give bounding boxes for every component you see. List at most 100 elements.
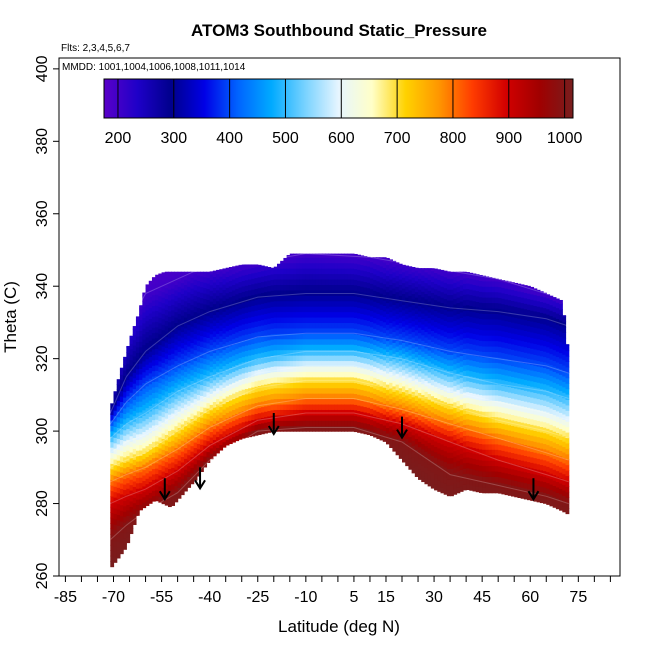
heatmap-cell <box>196 285 201 292</box>
heatmap-cell <box>440 362 445 369</box>
heatmap-cell <box>305 311 310 318</box>
heatmap-cell <box>488 362 493 369</box>
heatmap-cell <box>241 334 246 341</box>
heatmap-cell <box>482 394 486 401</box>
heatmap-cell <box>312 322 317 329</box>
heatmap-cell <box>312 371 317 378</box>
heatmap-cell <box>466 467 470 474</box>
heatmap-cell <box>267 383 272 390</box>
heatmap-cell <box>331 365 336 372</box>
heatmap-cell <box>151 452 156 459</box>
heatmap-cell <box>472 469 477 476</box>
heatmap-cell <box>273 365 278 372</box>
heatmap-cell <box>450 386 454 393</box>
heatmap-cell <box>520 416 525 423</box>
heatmap-cell <box>164 428 169 435</box>
heatmap-cell <box>139 471 143 478</box>
heatmap-cell <box>350 371 355 378</box>
heatmap-cell <box>155 397 159 404</box>
heatmap-cell <box>289 306 294 313</box>
heatmap-cell <box>511 282 515 285</box>
heatmap-cell <box>325 420 329 427</box>
heatmap-cell <box>151 419 156 426</box>
heatmap-cell <box>475 475 480 482</box>
heatmap-cell <box>360 318 365 325</box>
heatmap-cell <box>315 306 320 313</box>
heatmap-cell <box>488 356 493 363</box>
heatmap-cell <box>260 401 265 408</box>
heatmap-cell <box>418 272 422 279</box>
heatmap-cell <box>180 298 185 305</box>
heatmap-cell <box>369 332 374 339</box>
heatmap-cell <box>302 300 307 307</box>
heatmap-cell <box>158 366 163 373</box>
heatmap-cell <box>334 414 339 421</box>
heatmap-cell <box>248 355 252 362</box>
heatmap-cell <box>289 349 294 356</box>
heatmap-cell <box>376 259 381 266</box>
heatmap-cell <box>453 472 458 479</box>
heatmap-cell <box>462 435 467 442</box>
heatmap-cell <box>389 349 393 356</box>
heatmap-cell <box>398 306 403 313</box>
heatmap-cell <box>280 371 284 378</box>
heatmap-cell <box>309 360 313 367</box>
heatmap-cell <box>232 387 236 394</box>
heatmap-cell <box>411 461 416 468</box>
heatmap-cell <box>302 349 307 356</box>
heatmap-cell <box>498 330 502 337</box>
heatmap-cell <box>187 394 192 401</box>
heatmap-cell <box>145 402 150 409</box>
heatmap-cell <box>469 446 474 453</box>
heatmap-cell <box>485 389 490 396</box>
heatmap-cell <box>379 320 384 327</box>
heatmap-cell <box>225 336 230 343</box>
heatmap-cell <box>478 410 483 417</box>
heatmap-cell <box>494 318 499 325</box>
heatmap-cell <box>174 289 179 296</box>
heatmap-cell <box>478 307 483 314</box>
heatmap-cell <box>139 487 143 495</box>
heatmap-cell <box>241 269 246 276</box>
heatmap-cell <box>536 317 541 324</box>
heatmap-cell <box>174 271 179 275</box>
heatmap-cell <box>148 345 153 352</box>
heatmap-cell <box>517 448 522 455</box>
heatmap-cell <box>167 446 172 453</box>
heatmap-cell <box>110 561 115 568</box>
heatmap-cell <box>206 418 211 425</box>
heatmap-cell <box>145 380 150 387</box>
heatmap-cell <box>511 376 515 383</box>
heatmap-cell <box>251 397 256 404</box>
heatmap-cell <box>305 371 310 378</box>
heatmap-cell <box>164 298 169 305</box>
heatmap-cell <box>193 360 198 367</box>
heatmap-cell <box>174 447 179 454</box>
heatmap-cell <box>280 268 284 275</box>
heatmap-cell <box>546 482 551 489</box>
heatmap-cell <box>309 289 313 296</box>
heatmap-cell <box>421 410 426 417</box>
heatmap-cell <box>360 416 365 423</box>
heatmap-cell <box>110 441 115 448</box>
heatmap-cell <box>434 277 438 284</box>
heatmap-cell <box>536 425 541 432</box>
heatmap-cell <box>357 312 361 319</box>
heatmap-cell <box>142 458 147 465</box>
heatmap-cell <box>209 328 214 335</box>
heatmap-cell <box>132 393 137 401</box>
heatmap-cell <box>504 353 509 360</box>
heatmap-cell <box>337 393 342 400</box>
heatmap-cell <box>418 327 422 334</box>
heatmap-cell <box>385 351 390 358</box>
heatmap-cell <box>299 306 304 313</box>
heatmap-cell <box>341 371 345 378</box>
heatmap-cell <box>296 300 301 307</box>
heatmap-cell <box>113 497 118 504</box>
heatmap-cell <box>494 367 499 374</box>
heatmap-cell <box>440 324 445 331</box>
heatmap-cell <box>222 343 227 350</box>
heatmap-cell <box>174 306 179 313</box>
heatmap-cell <box>116 432 121 439</box>
heatmap-cell <box>267 267 272 270</box>
